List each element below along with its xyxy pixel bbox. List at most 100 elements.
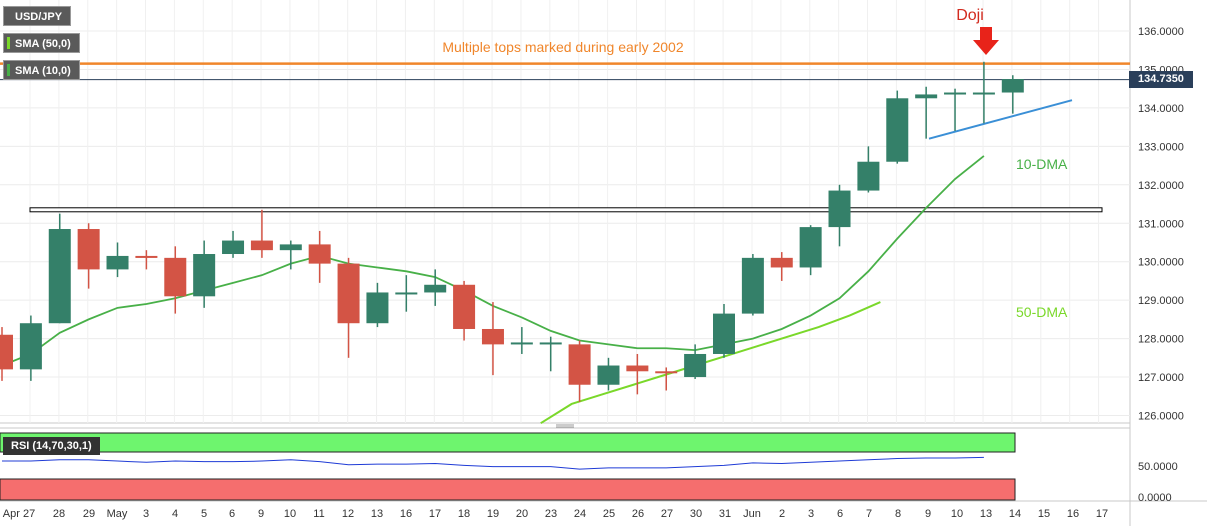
y-tick-label: 128.0000: [1138, 334, 1184, 346]
candle-body: [424, 284, 447, 293]
y-tick-label: 132.0000: [1138, 180, 1184, 192]
sma10-label: SMA (10,0): [15, 65, 71, 77]
candle-body: [481, 328, 504, 345]
candlesticks: [0, 61, 1024, 403]
x-tick-label: 18: [458, 508, 470, 520]
x-tick-label: 20: [516, 508, 528, 520]
y-tick-label: 126.0000: [1138, 411, 1184, 423]
support-trendline: [928, 99, 1073, 140]
candle-may-31: [713, 303, 735, 358]
y-tick-label: 136.0000: [1138, 26, 1184, 38]
rsi-oversold-band: [0, 478, 1016, 501]
x-tick-label: 11: [313, 508, 324, 520]
candle-body: [597, 365, 620, 385]
x-tick-label: 14: [1009, 508, 1021, 520]
candle-body: [770, 257, 793, 268]
y-tick-label: 130.0000: [1138, 257, 1184, 269]
rsi-chip[interactable]: RSI (14,70,30,1): [3, 437, 100, 455]
rsi-line: [2, 456, 984, 470]
candle-body: [19, 323, 42, 370]
x-tick-label: 7: [866, 508, 872, 520]
candle-body: [106, 255, 129, 270]
sma10-annotation: 10-DMA: [1016, 156, 1068, 172]
candle-body: [944, 92, 967, 95]
candle-body: [0, 334, 13, 370]
candle-body: [510, 342, 533, 345]
candle-jun-7: [857, 146, 880, 193]
candle-body: [886, 98, 909, 162]
sma50-annotation: 50-DMA: [1016, 304, 1068, 320]
y-tick-label: 133.0000: [1138, 141, 1184, 153]
sma10-chip[interactable]: SMA (10,0): [3, 60, 80, 80]
candle-may-4: [164, 246, 187, 314]
x-tick-label: 13: [371, 508, 383, 520]
candle-body: [655, 371, 678, 374]
candle-body: [828, 190, 851, 228]
candle-body: [539, 342, 562, 345]
candle-body: [222, 240, 245, 255]
x-tick-label: 15: [1038, 508, 1050, 520]
candle-may-24: [568, 340, 591, 403]
candle-apr-26: [0, 327, 13, 381]
candle-body: [135, 255, 158, 258]
x-tick-label: 28: [53, 508, 65, 520]
candle-may-19: [481, 302, 504, 376]
candle-body: [308, 244, 331, 264]
candle-jun-2: [770, 252, 793, 281]
candle-may-6: [222, 230, 245, 258]
x-tick-label: 29: [83, 508, 95, 520]
candle-body: [568, 344, 591, 385]
candle-may-26: [626, 353, 649, 395]
x-tick-label: 12: [342, 508, 354, 520]
level-resistance-box: [29, 207, 1103, 213]
candle-body: [857, 161, 880, 191]
candle-may-17: [424, 269, 447, 306]
x-tick-label: 31: [719, 508, 731, 520]
candle-body: [77, 229, 100, 270]
x-tick-label: 4: [172, 508, 178, 520]
candle-may-18: [453, 280, 476, 341]
candle-jun-1: [741, 254, 764, 316]
candle-may-12: [337, 257, 360, 358]
symbol-chip[interactable]: USD/JPY: [3, 6, 72, 26]
candle-body: [799, 227, 822, 268]
y-tick-label: 129.0000: [1138, 295, 1184, 307]
candle-may-11: [308, 230, 331, 283]
rsi-panel: [2, 456, 984, 470]
candle-body: [972, 92, 995, 95]
x-tick-label: 5: [201, 508, 207, 520]
x-tick-label: 24: [574, 508, 586, 520]
candle-body: [684, 353, 707, 378]
candle-body: [1001, 79, 1024, 93]
x-tick-label: 9: [925, 508, 931, 520]
x-tick-label: 23: [545, 508, 557, 520]
candle-jun-3: [799, 225, 822, 276]
doji-arrow: [973, 27, 999, 55]
x-tick-label: 17: [429, 508, 441, 520]
x-tick-label: 6: [837, 508, 843, 520]
sma50-chip[interactable]: SMA (50,0): [3, 33, 80, 53]
candle-may-13: [366, 282, 389, 328]
x-tick-label: 3: [143, 508, 149, 520]
candle-body: [713, 313, 735, 354]
horizontal-levels: [0, 62, 1130, 213]
x-tick-label: 16: [400, 508, 412, 520]
candle-may-27: [655, 367, 678, 391]
x-tick-label: 10: [284, 508, 296, 520]
sma50-line: [540, 301, 881, 425]
candle-body: [250, 240, 273, 251]
x-tick-label: 19: [487, 508, 499, 520]
rsi-tick-label: 50.0000: [1138, 461, 1178, 473]
x-tick-label: 17: [1096, 508, 1108, 520]
candle-may-10: [279, 240, 302, 270]
candle-jun-6: [828, 184, 851, 247]
candle-may-3: [135, 250, 158, 270]
y-tick-label: 127.0000: [1138, 372, 1184, 384]
candle-may-9: [250, 209, 273, 258]
candle-body: [395, 292, 418, 295]
candle-jun-8: [886, 90, 909, 164]
y-axis: 136.0000135.0000134.0000133.0000132.0000…: [1138, 26, 1184, 504]
sma50-swatch: [7, 37, 10, 49]
candle-body: [164, 257, 187, 297]
